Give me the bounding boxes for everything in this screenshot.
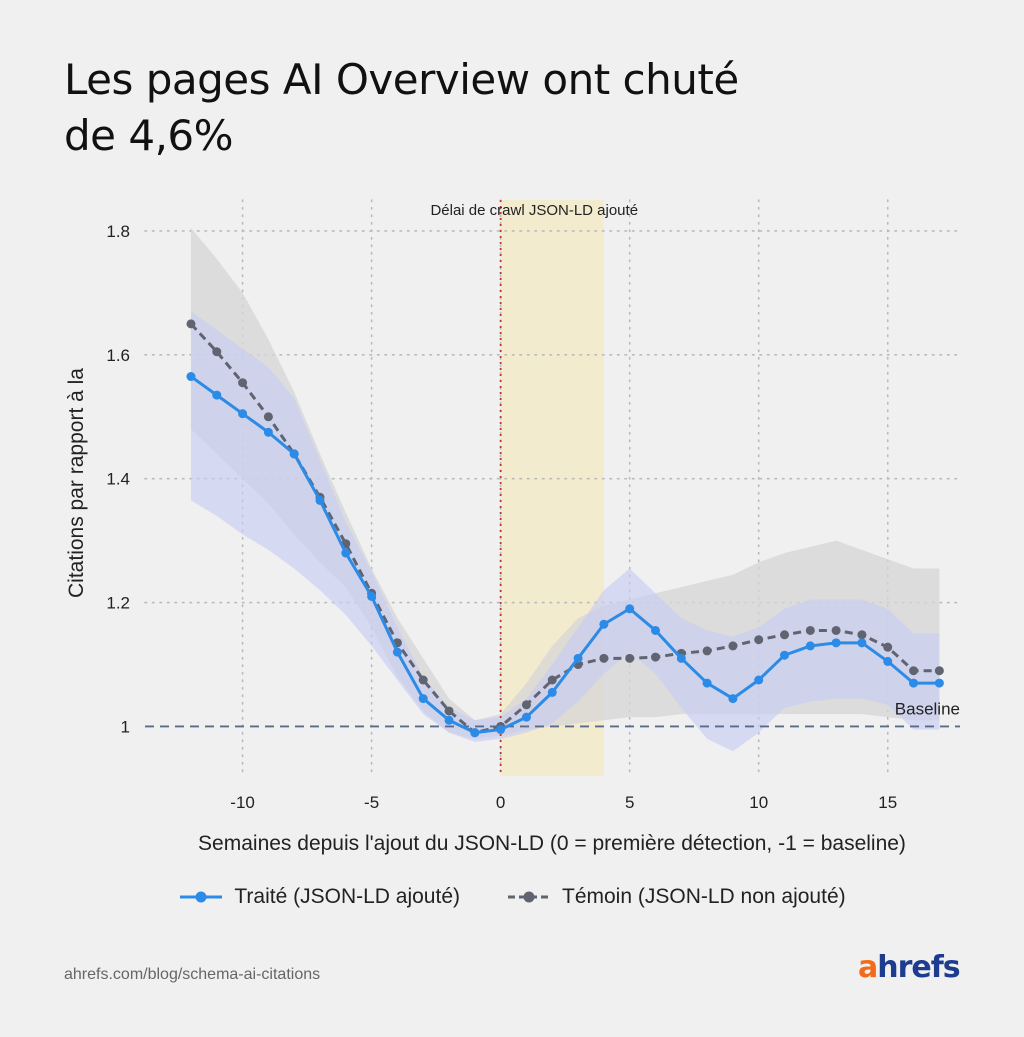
control-series-point — [909, 666, 919, 676]
y-tick-label: 1 — [121, 717, 130, 736]
x-tick-label: 0 — [496, 793, 505, 812]
page-title: Les pages AI Overview ont chuté de 4,6% — [64, 52, 964, 164]
treated-series-point — [444, 715, 454, 725]
treated-series-point — [186, 372, 196, 382]
control-series-point — [934, 666, 944, 676]
control-series-point — [883, 642, 893, 652]
control-series-point — [418, 675, 428, 685]
treated-series-point — [831, 638, 841, 648]
treated-series-point — [547, 687, 557, 697]
treated-series-point — [728, 694, 738, 704]
treated-series-point — [934, 678, 944, 688]
x-tick-label: -10 — [230, 793, 255, 812]
x-tick-label: -5 — [364, 793, 379, 812]
legend-swatch-treated — [180, 891, 223, 903]
control-series-point — [754, 635, 764, 645]
legend-label-control: Témoin (JSON-LD non ajouté) — [562, 885, 846, 908]
control-series-point — [599, 653, 609, 663]
treated-series-point — [805, 641, 815, 651]
control-series-point — [650, 652, 660, 662]
control-series-point — [857, 630, 867, 640]
y-tick-label: 1.2 — [106, 594, 130, 613]
treated-confidence-band — [190, 311, 940, 752]
treated-series-point — [883, 656, 893, 666]
control-series-point — [521, 700, 531, 710]
control-series-point — [728, 641, 738, 651]
line-chart: Baseline Délai de crawl JSON-LD ajouté 1 1.… — [65, 199, 961, 855]
treated-series-point — [909, 678, 919, 688]
treated-series-point — [676, 653, 686, 663]
treated-series-point — [289, 449, 299, 459]
x-tick-label: 10 — [749, 793, 768, 812]
treated-series-point — [367, 591, 377, 601]
legend-item-treated: Traité (JSON-LD ajouté) — [178, 885, 460, 909]
legend: Traité (JSON-LD ajouté) Témoin (JSON-LD … — [0, 885, 1024, 909]
treated-series-point — [625, 604, 635, 614]
control-series-point — [238, 378, 248, 388]
control-series-point — [186, 319, 196, 329]
treated-series-point — [392, 647, 402, 657]
title-line-2: de 4,6% — [64, 111, 234, 160]
treated-series-point — [521, 712, 531, 722]
control-series-point — [212, 347, 222, 357]
treated-series-point — [470, 728, 480, 738]
treated-series-point — [857, 638, 867, 648]
x-tick-label: 15 — [878, 793, 897, 812]
control-series-point — [444, 706, 454, 716]
crawl-delay-label: Délai de crawl JSON-LD ajouté — [430, 202, 638, 219]
source-url: ahrefs.com/blog/schema-ai-citations — [64, 966, 321, 983]
legend-item-control: Témoin (JSON-LD non ajouté) — [506, 885, 846, 909]
treated-series-point — [754, 675, 764, 685]
treated-series-point — [418, 694, 428, 704]
treated-series-point — [650, 625, 660, 635]
treated-series-point — [599, 619, 609, 629]
x-tick-label: 5 — [625, 793, 634, 812]
ahrefs-logo: ahrefs — [858, 950, 961, 985]
treated-series-point — [212, 390, 222, 400]
logo-letter-a: a — [858, 950, 878, 985]
y-axis-label: Citations par rapport à la — [65, 368, 88, 598]
y-tick-label: 1.8 — [106, 222, 130, 241]
control-series-point — [263, 412, 273, 422]
control-series-point — [780, 630, 790, 640]
treated-series-point — [341, 548, 351, 558]
treated-series-point — [263, 427, 273, 437]
control-series-point — [625, 653, 635, 663]
treated-series-point — [573, 653, 583, 663]
control-series-point — [547, 675, 557, 685]
y-tick-label: 1.6 — [106, 346, 130, 365]
baseline-label: Baseline — [895, 699, 960, 718]
control-series-point — [831, 625, 841, 635]
treated-series-point — [496, 725, 506, 735]
legend-label-treated: Traité (JSON-LD ajouté) — [234, 885, 460, 908]
y-tick-label: 1.4 — [106, 470, 130, 489]
treated-series-point — [315, 495, 325, 505]
logo-text: hrefs — [877, 950, 960, 985]
x-axis-label: Semaines depuis l'ajout du JSON-LD (0 = … — [198, 832, 906, 855]
treated-series-point — [702, 678, 712, 688]
control-series-point — [702, 646, 712, 656]
treated-series-point — [238, 409, 248, 419]
treated-series-point — [780, 650, 790, 660]
title-line-1: Les pages AI Overview ont chuté — [64, 55, 739, 104]
legend-swatch-control — [508, 891, 550, 903]
control-series-point — [805, 625, 815, 635]
